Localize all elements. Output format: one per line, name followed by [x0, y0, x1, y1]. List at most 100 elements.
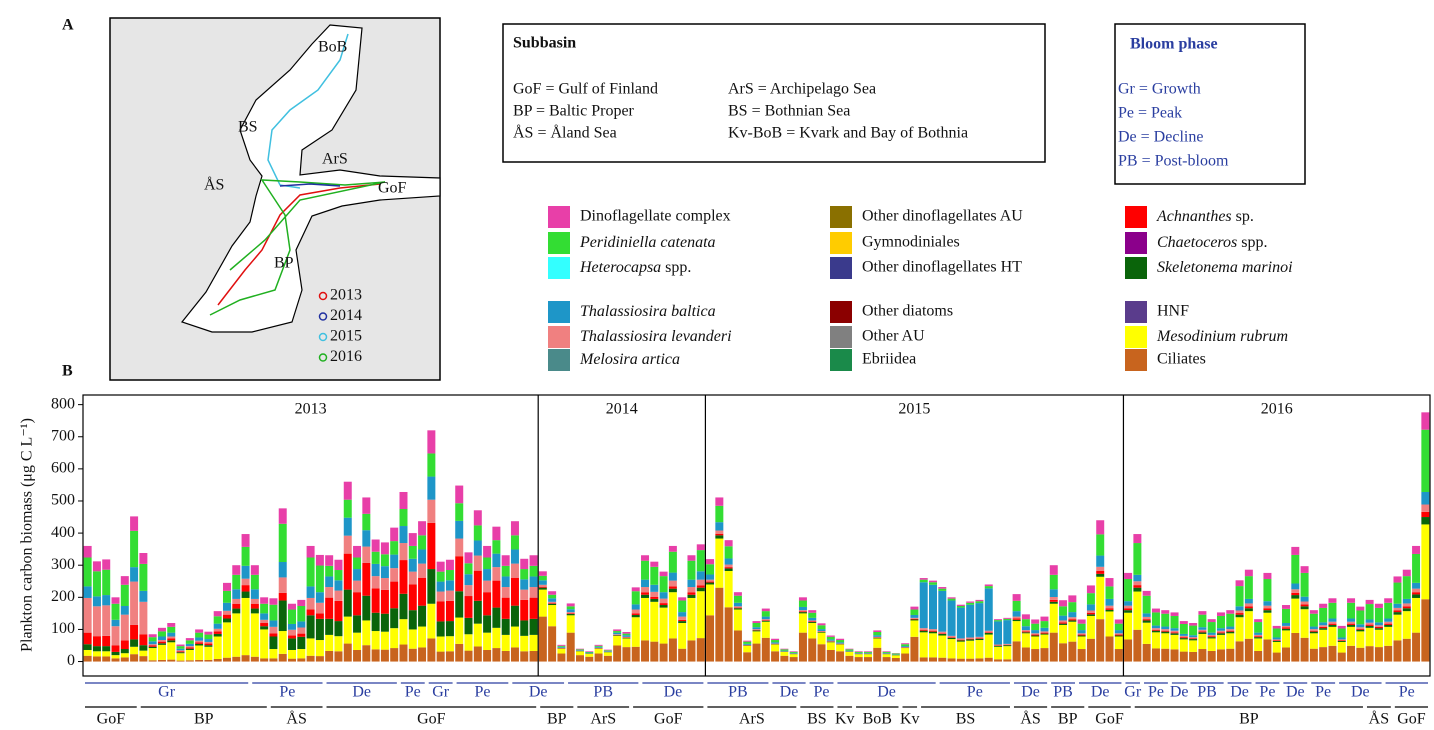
bar-segment: [334, 570, 343, 581]
bar-segment: [863, 651, 872, 652]
bar-segment: [315, 592, 324, 603]
bar-segment: [130, 516, 139, 531]
bar-segment: [418, 605, 427, 627]
bar-segment: [641, 560, 650, 580]
bar-segment: [1319, 603, 1328, 608]
bar-segment: [1291, 598, 1300, 633]
bar-segment: [641, 594, 650, 598]
bar-segment: [1412, 545, 1421, 554]
bar-segment: [1170, 615, 1179, 629]
bar-segment: [817, 631, 826, 632]
bar-segment: [492, 627, 501, 649]
bar-segment: [157, 640, 166, 642]
bar-segment: [1216, 612, 1225, 616]
bar-segment: [130, 654, 139, 662]
bar-segment: [929, 582, 937, 585]
bar-segment: [789, 651, 798, 652]
bar-segment: [148, 645, 157, 647]
bar-segment: [204, 639, 213, 642]
bar-segment: [325, 597, 334, 619]
bar-segment: [1402, 638, 1411, 662]
bar-segment: [473, 623, 482, 647]
bar-segment: [408, 571, 417, 585]
bar-segment: [510, 521, 519, 536]
bar-segment: [1309, 613, 1318, 627]
bar-segment: [185, 660, 194, 662]
year-label: 2014: [606, 401, 638, 418]
bar-segment: [1421, 504, 1430, 512]
legend-swatch: [1125, 206, 1147, 228]
bar-segment: [427, 569, 436, 604]
bar-segment: [306, 638, 315, 656]
bar-segment: [929, 657, 937, 662]
bar-segment: [185, 648, 194, 650]
bar-segment: [659, 605, 668, 608]
bar-segment: [780, 648, 789, 650]
phase-label: Pe: [814, 684, 830, 701]
bar-segment: [334, 636, 343, 652]
bar-segment: [613, 632, 622, 635]
bar-segment: [631, 617, 640, 647]
bar-segment: [334, 621, 343, 637]
bar-segment: [1003, 643, 1012, 645]
bar-segment: [1309, 610, 1318, 614]
bar-segment: [130, 624, 139, 640]
bar-segment: [808, 638, 817, 662]
bar-segment: [1328, 618, 1337, 622]
bar-segment: [585, 656, 594, 662]
bar-segment: [1049, 565, 1058, 575]
bar-segment: [771, 640, 780, 643]
phase-label: Pe: [1315, 684, 1331, 701]
bar-segment: [1384, 623, 1393, 625]
bar-segment: [789, 651, 798, 653]
bar-segment: [204, 631, 213, 635]
bar-segment: [1412, 597, 1421, 633]
legend-label: Gymnodiniales: [862, 234, 960, 251]
bar-segment: [269, 633, 278, 637]
bar-segment: [1068, 617, 1077, 620]
bar-segment: [817, 625, 826, 630]
bar-segment: [1142, 619, 1151, 621]
bar-segment: [1347, 621, 1356, 624]
bar-segment: [445, 621, 454, 637]
bar-segment: [473, 646, 482, 662]
bar-segment: [641, 640, 650, 662]
bar-segment: [1263, 610, 1272, 613]
bar-segment: [83, 586, 92, 598]
bar-segment: [343, 553, 352, 590]
bar-segment: [1337, 641, 1346, 653]
bar-segment: [780, 655, 789, 662]
legend-label: Thalassiosira levanderi: [580, 328, 732, 345]
bar-segment: [288, 623, 297, 630]
bar-segment: [696, 638, 705, 662]
bar-segment: [213, 623, 222, 629]
bar-segment: [668, 586, 677, 589]
legend-label: Chaetoceros spp.: [1157, 234, 1268, 251]
bar-segment: [724, 540, 733, 547]
bar-segment: [1412, 582, 1421, 589]
bar-segment: [1365, 599, 1374, 605]
bar-segment: [492, 607, 501, 628]
bar-segment: [1133, 574, 1142, 582]
bar-segment: [966, 658, 975, 662]
bar-segment: [808, 617, 817, 621]
bar-segment: [761, 637, 770, 662]
bar-segment: [241, 565, 250, 579]
bar-segment: [501, 576, 510, 588]
bar-segment: [1300, 606, 1309, 610]
bar-segment: [650, 601, 659, 642]
bar-segment: [269, 626, 278, 634]
bar-segment: [1096, 555, 1105, 567]
bar-segment: [1189, 625, 1198, 636]
legend-swatch: [1125, 326, 1147, 348]
bar-segment: [1142, 613, 1151, 617]
bar-segment: [315, 656, 324, 662]
bar-segment: [1300, 572, 1309, 597]
bar-segment: [566, 606, 575, 610]
bar-segment: [1254, 638, 1263, 651]
bar-segment: [167, 642, 176, 660]
bar-segment: [1105, 636, 1114, 662]
bar-segment: [1021, 631, 1030, 633]
bar-segment: [325, 565, 334, 577]
